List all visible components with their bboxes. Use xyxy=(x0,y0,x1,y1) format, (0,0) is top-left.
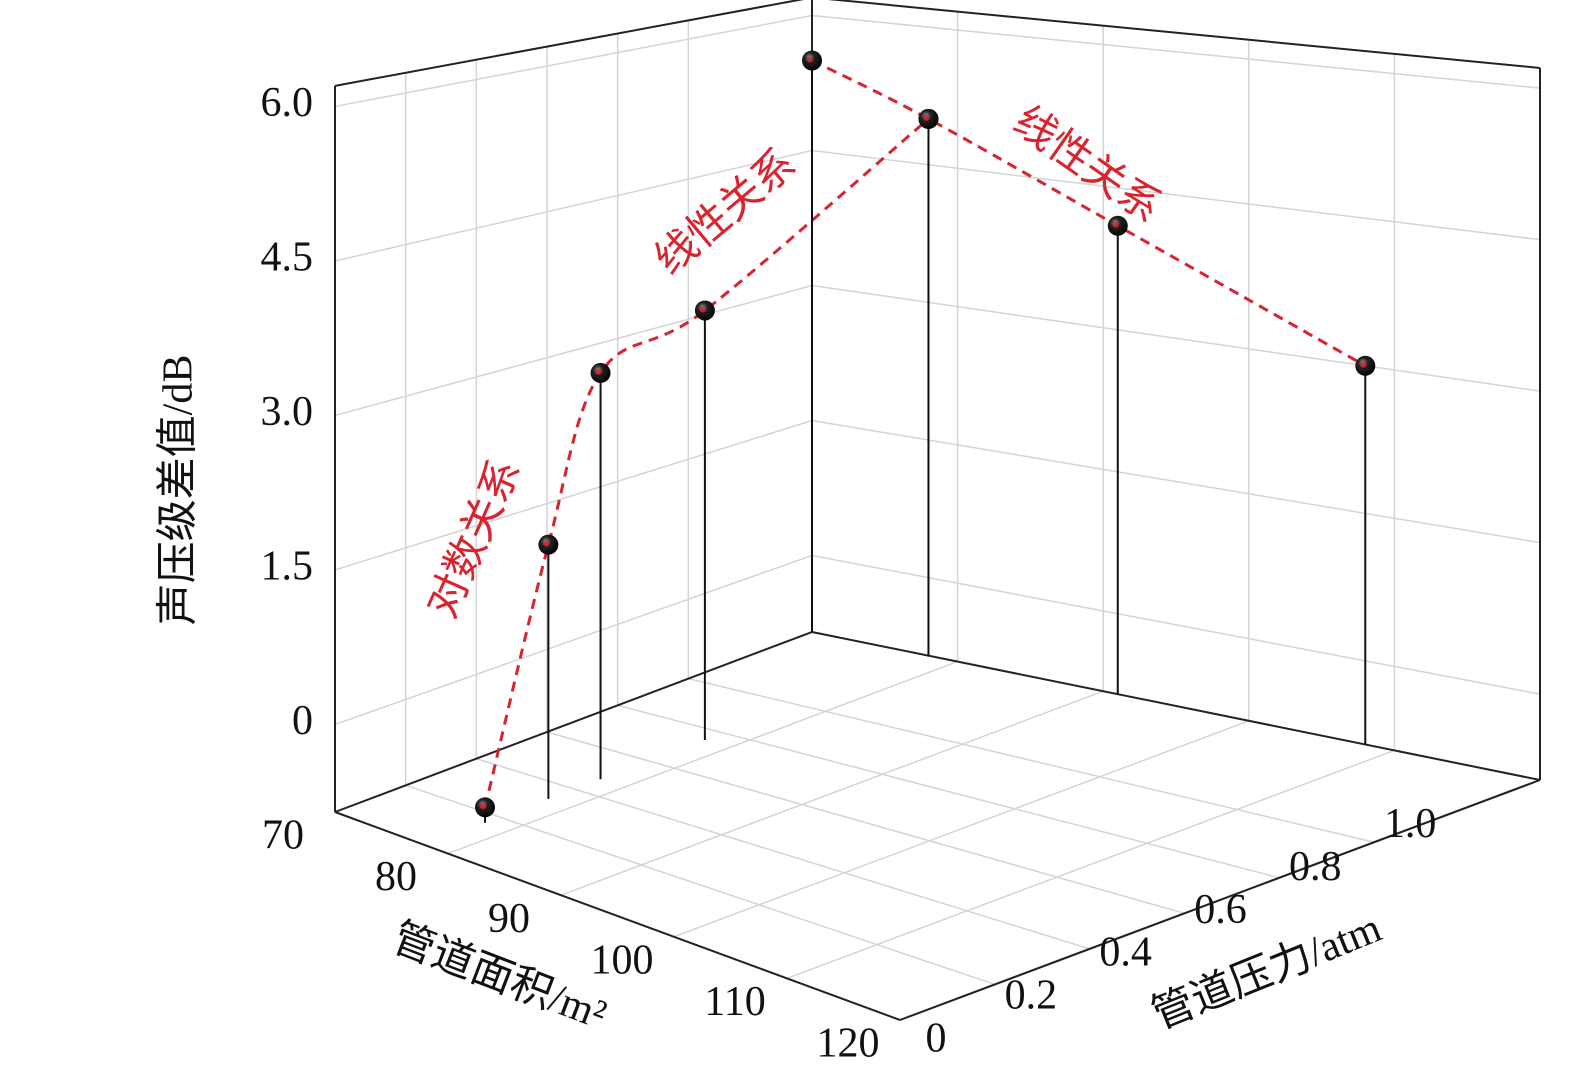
annotation: 线性关系 xyxy=(1005,98,1169,232)
grid-line xyxy=(334,14,813,108)
y-tick-label: 1.0 xyxy=(1384,801,1437,847)
axis-line xyxy=(899,779,1541,1021)
grid-line xyxy=(811,419,1541,544)
grid-line xyxy=(447,660,958,855)
grid-line xyxy=(560,690,1104,896)
y-axis-title: 管道压力/atm xyxy=(1146,905,1389,1039)
x-tick-label: 120 xyxy=(817,1021,880,1067)
annotation: 线性关系 xyxy=(647,141,805,284)
y-tick-label: 0.8 xyxy=(1289,844,1342,890)
point-highlight xyxy=(1360,361,1367,368)
grid-line xyxy=(334,419,813,571)
x-tick-label: 70 xyxy=(262,813,304,859)
x-tick-label: 90 xyxy=(488,896,530,942)
axis-line xyxy=(827,0,1541,69)
point-highlight xyxy=(923,114,930,121)
grid-line xyxy=(786,749,1395,980)
point-highlight xyxy=(1112,221,1119,228)
grid-line xyxy=(811,284,1541,392)
z-tick-label: 4.5 xyxy=(261,235,314,281)
y-tick-label: 0.6 xyxy=(1194,887,1247,933)
z-tick-label: 3.0 xyxy=(261,389,314,435)
grid-line xyxy=(617,704,1280,879)
grid-line xyxy=(405,784,996,986)
x-tick-label: 100 xyxy=(591,937,654,983)
point-highlight xyxy=(543,540,550,547)
grid-layer xyxy=(334,0,1541,1021)
grid-line xyxy=(546,731,1185,915)
grid-line xyxy=(334,284,813,417)
axis-line xyxy=(334,811,901,1021)
x-tick-label: 110 xyxy=(704,979,765,1025)
grid-line xyxy=(811,554,1541,695)
point-highlight xyxy=(480,803,487,810)
z-axis-title: 声压级差值/dB xyxy=(156,355,202,626)
trend-curve xyxy=(811,59,1367,368)
y-tick-label: 0 xyxy=(926,1016,947,1062)
grid-line xyxy=(334,149,813,262)
y-tick-label: 0.2 xyxy=(1005,973,1058,1019)
axis-line xyxy=(334,0,804,87)
frame-layer xyxy=(334,0,1541,1021)
point-highlight xyxy=(699,306,706,313)
grid-line xyxy=(688,677,1375,843)
grid-line xyxy=(811,149,1541,241)
axis-line xyxy=(334,631,813,813)
x-tick-label: 80 xyxy=(375,854,417,900)
z-tick-label: 0 xyxy=(292,698,313,744)
label-layer: 0 1.5 3.0 4.5 6.0 70 80 90 100 110 120 0 0.2 0.4 0.6 0.… xyxy=(156,80,1437,1067)
point-highlight xyxy=(807,56,813,63)
grid-line xyxy=(811,14,1541,89)
grid-line xyxy=(334,554,813,726)
y-tick-label: 0.4 xyxy=(1099,930,1152,976)
axis-line xyxy=(811,631,1541,781)
z-tick-label: 6.0 xyxy=(261,80,314,126)
z-tick-label: 1.5 xyxy=(261,544,314,590)
point-highlight xyxy=(595,368,602,375)
grid-line xyxy=(673,720,1250,938)
grid-line xyxy=(476,757,1090,950)
mark-layer xyxy=(475,50,1376,823)
